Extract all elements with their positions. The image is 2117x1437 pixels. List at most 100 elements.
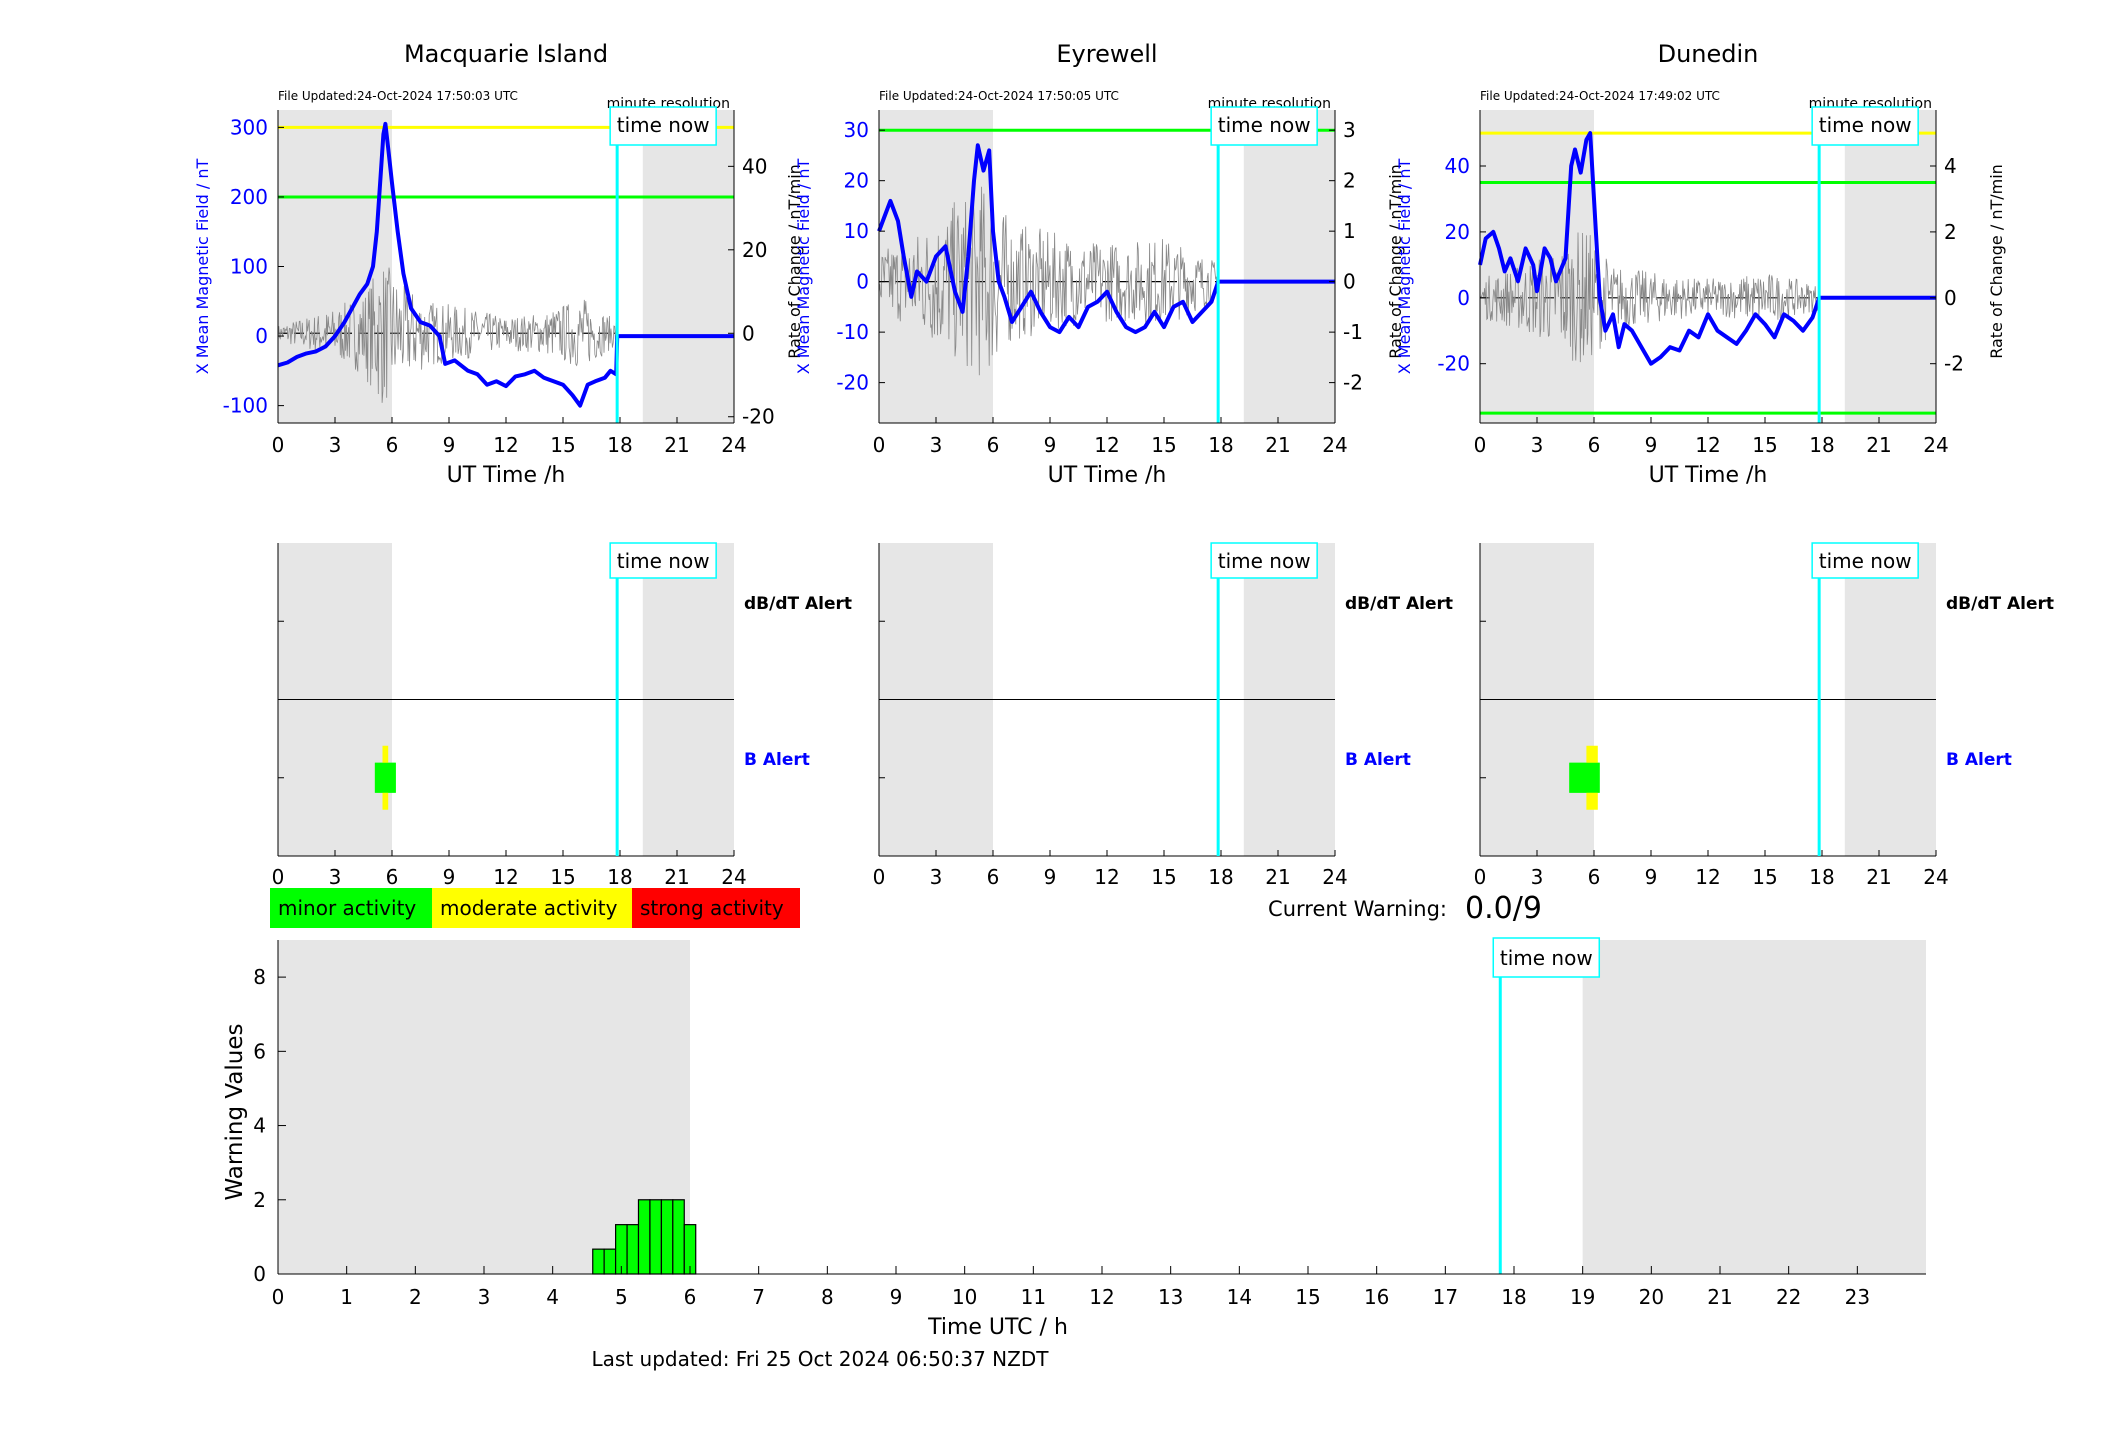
y-tick-label: -20	[836, 371, 869, 395]
time-now-label: time now	[617, 113, 710, 137]
warning-x-tick-label: 5	[615, 1285, 628, 1309]
y-tick-label: 0	[856, 270, 869, 294]
x-tick-label: 0	[1474, 433, 1487, 457]
alert-time-now-label: time now	[1819, 549, 1912, 573]
x-field-series	[877, 143, 1335, 335]
warning-y-tick-label: 6	[253, 1039, 266, 1063]
legend-yellow	[432, 888, 632, 928]
warning-x-tick-label: 9	[890, 1285, 903, 1309]
alert-x-tick-label: 0	[272, 865, 285, 889]
alert-x-tick-label: 12	[1094, 865, 1119, 889]
warning-bar	[637, 1199, 651, 1275]
current-warning-label: Current Warning:	[1268, 897, 1447, 921]
dbdt-alert-label: dB/dT Alert	[744, 594, 852, 614]
y2-tick-label: -20	[742, 405, 775, 429]
y-tick-label: 200	[230, 185, 268, 209]
y-axis-label: X Mean Magnetic Field / nT	[1395, 159, 1414, 375]
alert-x-tick-label: 24	[1322, 865, 1347, 889]
alert-x-tick-label: 6	[386, 865, 399, 889]
legend-label: minor activity	[278, 896, 416, 920]
file-updated-text: File Updated:24-Oct-2024 17:50:03 UTC	[278, 89, 518, 103]
warning-x-tick-label: 18	[1501, 1285, 1526, 1309]
y-tick-label: -100	[223, 394, 268, 418]
x-tick-label: 15	[550, 433, 575, 457]
x-axis-label: UT Time /h	[447, 463, 566, 488]
y2-axis-label: Rate of Change / nT/min	[785, 164, 804, 359]
alert-x-tick-label: 21	[664, 865, 689, 889]
x-field-series	[277, 121, 734, 408]
warning-x-tick-label: 14	[1227, 1285, 1252, 1309]
x-tick-label: 9	[443, 433, 456, 457]
alert-x-tick-label: 9	[1645, 865, 1658, 889]
warning-x-tick-label: 8	[821, 1285, 834, 1309]
alert-time-now-box	[609, 542, 717, 579]
y-tick-label: 20	[1445, 220, 1470, 244]
station-dunedin: Dunedin File Updated:24-Oct-2024 17:49:02…	[1395, 40, 2054, 889]
night-shade	[1243, 110, 1335, 423]
station-eyrewell: Eyrewell File Updated:24-Oct-2024 17:50:0…	[794, 40, 1453, 889]
warning-x-tick-label: 10	[952, 1285, 977, 1309]
x-tick-label: 24	[1322, 433, 1347, 457]
alert-x-tick-label: 15	[1151, 865, 1176, 889]
y-axis-label: X Mean Magnetic Field / nT	[794, 159, 813, 375]
alert-x-tick-label: 9	[1044, 865, 1057, 889]
warning-x-tick-label: 0	[272, 1285, 285, 1309]
warning-x-tick-label: 11	[1021, 1285, 1046, 1309]
y2-tick-label: 2	[1944, 220, 1957, 244]
warning-y-tick-label: 0	[253, 1262, 266, 1286]
y-tick-label: 20	[844, 169, 869, 193]
alert-time-now-box	[1811, 542, 1919, 579]
alert-time-now-box	[1210, 542, 1318, 579]
time-now-label: time now	[1218, 113, 1311, 137]
station-macquarie-island: Macquarie Island File Updated:24-Oct-2024…	[193, 40, 852, 889]
alert-x-tick-label: 3	[329, 865, 342, 889]
warning-x-tick-label: 13	[1158, 1285, 1183, 1309]
y2-axis-label: Rate of Change / nT/min	[1386, 164, 1405, 359]
alert-x-tick-label: 18	[1809, 865, 1834, 889]
alert-x-tick-label: 9	[443, 865, 456, 889]
y-tick-label: 30	[844, 118, 869, 142]
rate-of-change-trace	[878, 186, 1219, 376]
y2-tick-label: 4	[1944, 154, 1957, 178]
time-now-box	[1210, 106, 1318, 146]
x-tick-label: 0	[873, 433, 886, 457]
x-tick-label: 12	[1094, 433, 1119, 457]
night-shade	[1844, 110, 1936, 423]
warning-bar	[603, 1248, 617, 1275]
y2-tick-label: 20	[742, 238, 767, 262]
dbdt-alert-label: dB/dT Alert	[1946, 594, 2054, 614]
x-field-series	[1478, 131, 1936, 366]
alert-x-tick-label: 21	[1265, 865, 1290, 889]
x-tick-label: 18	[607, 433, 632, 457]
y2-tick-label: 0	[742, 321, 755, 345]
y-tick-label: 40	[1445, 154, 1470, 178]
alert-x-tick-label: 18	[607, 865, 632, 889]
x-tick-label: 3	[1531, 433, 1544, 457]
b-alert-label: B Alert	[1345, 750, 1411, 770]
warning-y-tick-label: 8	[253, 965, 266, 989]
station-title: Dunedin	[1658, 40, 1759, 68]
b-alert-label: B Alert	[1946, 750, 2012, 770]
x-tick-label: 12	[493, 433, 518, 457]
y2-tick-label: 0	[1343, 270, 1356, 294]
warning-bar	[660, 1199, 674, 1275]
x-tick-label: 6	[386, 433, 399, 457]
legend-green	[270, 888, 432, 928]
alert-time-now-label: time now	[1218, 549, 1311, 573]
alert-x-tick-label: 15	[550, 865, 575, 889]
warning-night-shade	[1582, 940, 1926, 1274]
alert-x-tick-label: 24	[721, 865, 746, 889]
time-now-box	[1811, 106, 1919, 146]
x-tick-label: 18	[1809, 433, 1834, 457]
alert-x-tick-label: 12	[493, 865, 518, 889]
y2-tick-label: 3	[1343, 118, 1356, 142]
y-axis-label: X Mean Magnetic Field / nT	[193, 159, 212, 375]
y2-axis-label: Rate of Change / nT/min	[1987, 164, 2006, 359]
y2-tick-label: 2	[1343, 169, 1356, 193]
warning-x-tick-label: 17	[1433, 1285, 1458, 1309]
time-now-label: time now	[1819, 113, 1912, 137]
legend-label: moderate activity	[440, 896, 618, 920]
x-tick-label: 6	[987, 433, 1000, 457]
alert-x-tick-label: 24	[1923, 865, 1948, 889]
